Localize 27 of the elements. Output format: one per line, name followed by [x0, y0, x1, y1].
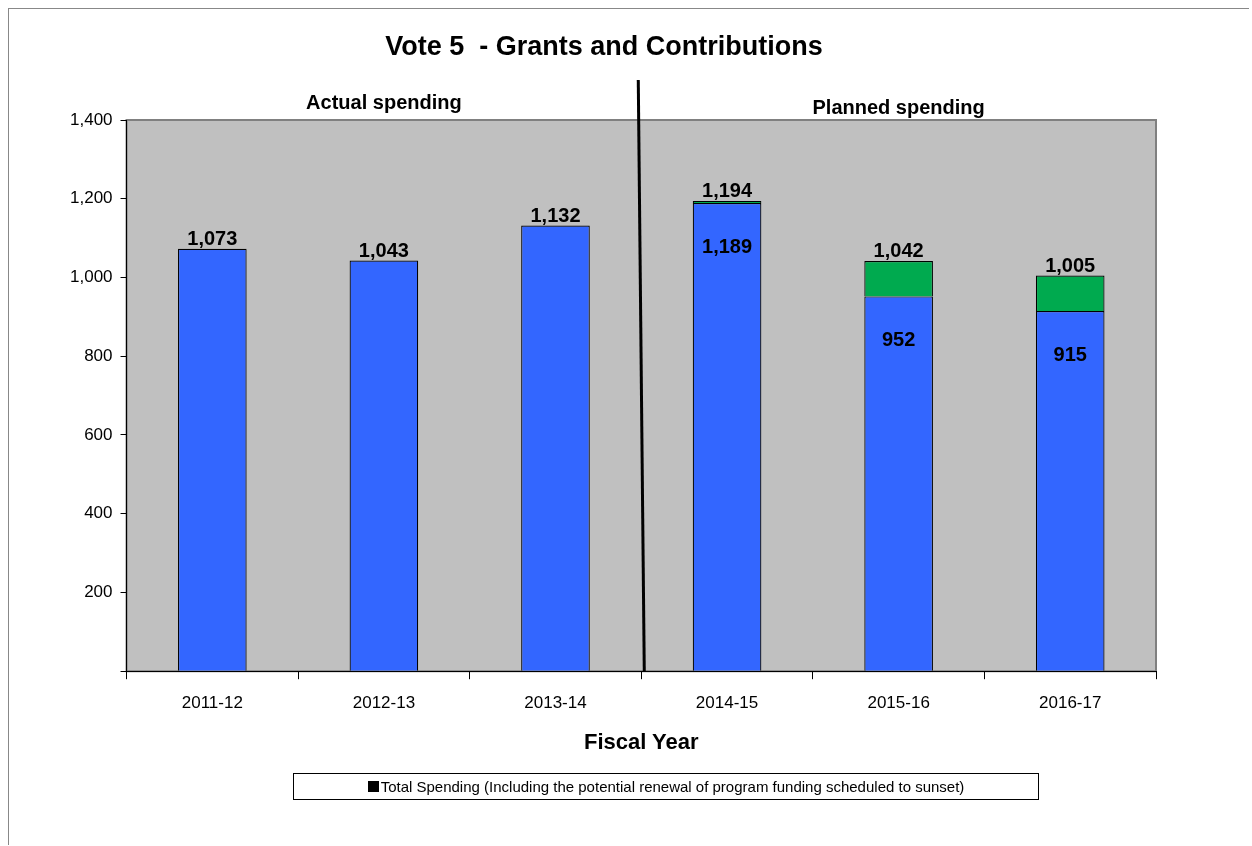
- y-tick-label: 1,000: [69, 267, 113, 287]
- y-tick-label: 400: [84, 503, 113, 523]
- x-tick-label: 2013-14: [524, 693, 587, 713]
- x-tick-label: 2016-17: [1039, 693, 1102, 713]
- data-label: 915: [1053, 342, 1087, 365]
- data-label: 1,189: [702, 235, 753, 258]
- x-tick-label: 2012-13: [352, 693, 416, 713]
- y-tick-label: 600: [84, 424, 113, 444]
- y-tick-label: 1,400: [69, 109, 113, 129]
- text: Planned spending: [812, 95, 985, 118]
- text: Actual spending: [306, 90, 462, 113]
- x-tick-label: 2011-12: [181, 693, 243, 713]
- x-tick-label: 2015-16: [867, 693, 930, 713]
- total-label: 1,194: [702, 179, 753, 202]
- x-axis-title: Fiscal Year: [583, 728, 699, 754]
- text: Total Spending (Including the potential renewal of program funding scheduled to sunset): [380, 778, 965, 795]
- data-label: 952: [881, 328, 916, 351]
- total-label: 1,132: [530, 203, 581, 226]
- x-tick-label: 2014-15: [695, 693, 759, 713]
- y-tick-label: 1,200: [69, 188, 113, 208]
- total-label: 1,042: [873, 238, 924, 261]
- chart-title: Vote 5 - Grants and Contributions: [385, 31, 823, 62]
- total-label: 1,073: [187, 226, 238, 249]
- y-tick-label: 800: [84, 345, 113, 365]
- total-label: 1,005: [1045, 253, 1096, 276]
- total-label: 1,043: [358, 238, 409, 261]
- y-tick-label: 200: [84, 582, 113, 602]
